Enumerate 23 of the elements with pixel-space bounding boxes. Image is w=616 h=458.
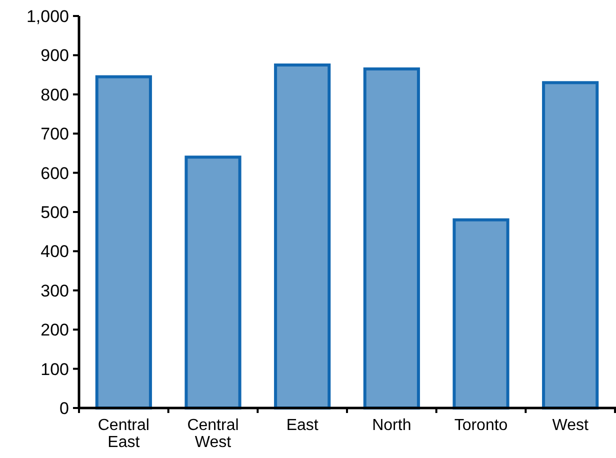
- y-tick-label: 600: [40, 164, 69, 183]
- x-tick-label: Central East: [98, 417, 150, 451]
- x-tick-label: Central West: [187, 417, 239, 451]
- y-tick-label: 400: [40, 242, 69, 262]
- y-tick-label: 300: [40, 281, 69, 300]
- y-tick-label: 800: [40, 85, 69, 104]
- y-tick-label: 900: [40, 46, 69, 66]
- x-tick-label: North: [372, 417, 412, 434]
- x-tick-label: West: [552, 417, 589, 434]
- bar: [95, 75, 152, 410]
- bar: [274, 64, 331, 410]
- bar: [542, 81, 599, 410]
- y-tick-label: 700: [40, 124, 69, 144]
- y-tick-label: 200: [40, 320, 69, 340]
- y-tick-label: 500: [40, 202, 69, 222]
- x-tick-label: Toronto: [454, 417, 508, 434]
- bar: [363, 67, 420, 410]
- bar: [184, 156, 242, 410]
- bar: [452, 218, 510, 410]
- y-tick-label: 1,000: [26, 6, 69, 26]
- y-tick-label: 100: [40, 360, 69, 379]
- y-tick-label: 0: [60, 398, 69, 418]
- x-tick-label: East: [286, 417, 319, 434]
